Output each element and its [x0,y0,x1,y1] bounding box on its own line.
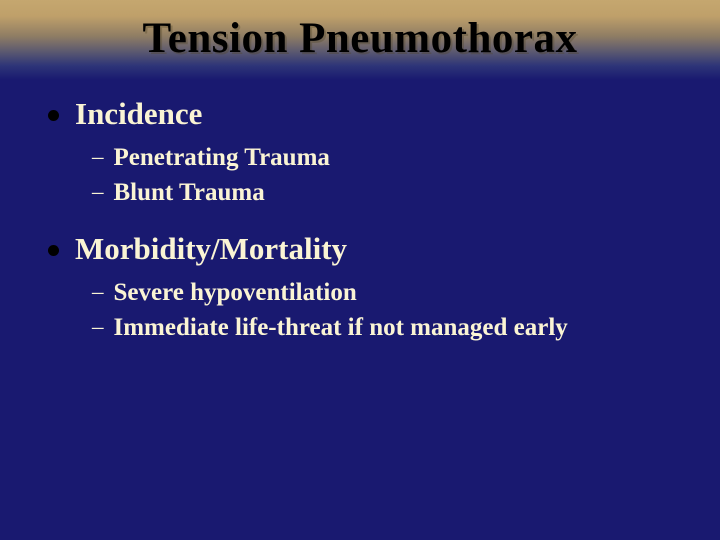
bullet-level2-text: Blunt Trauma [114,177,265,210]
bullet-level2-text: Penetrating Trauma [114,142,330,175]
bullet-level1-text: Incidence [75,96,202,132]
dash-bullet-icon: – [92,179,104,205]
bullet-level1: Morbidity/Mortality [48,231,688,267]
disc-bullet-icon [48,245,59,256]
disc-bullet-icon [48,110,59,121]
bullet-level2: – Blunt Trauma [92,177,688,210]
dash-bullet-icon: – [92,314,104,340]
slide-content: Incidence – Penetrating Trauma – Blunt T… [48,96,688,366]
bullet-level1: Incidence [48,96,688,132]
bullet-level1-text: Morbidity/Mortality [75,231,347,267]
dash-bullet-icon: – [92,279,104,305]
slide-title-container: Tension Pneumothorax [0,14,720,63]
bullet-level2: – Penetrating Trauma [92,142,688,175]
sub-bullet-block: – Penetrating Trauma – Blunt Trauma [92,142,688,209]
bullet-level2: – Immediate life-threat if not managed e… [92,312,688,345]
dash-bullet-icon: – [92,144,104,170]
bullet-level2-text: Severe hypoventilation [114,277,357,310]
slide-title: Tension Pneumothorax [143,15,578,62]
bullet-level2-text: Immediate life-threat if not managed ear… [114,312,568,345]
bullet-level2: – Severe hypoventilation [92,277,688,310]
sub-bullet-block: – Severe hypoventilation – Immediate lif… [92,277,688,344]
